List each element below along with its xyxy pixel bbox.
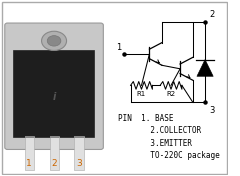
Bar <box>24 136 34 170</box>
Text: 3.EMITTER: 3.EMITTER <box>118 139 192 148</box>
Text: 3: 3 <box>76 159 82 168</box>
Bar <box>74 136 84 170</box>
Text: R1: R1 <box>137 92 146 98</box>
Text: i: i <box>52 92 56 102</box>
FancyBboxPatch shape <box>2 2 227 174</box>
Bar <box>49 136 59 138</box>
Polygon shape <box>197 59 213 76</box>
Text: TO-220C package: TO-220C package <box>118 151 219 160</box>
Text: 1: 1 <box>116 43 121 52</box>
Circle shape <box>47 36 61 46</box>
Text: R2: R2 <box>166 92 176 98</box>
Bar <box>13 50 94 137</box>
Text: 2.COLLECTOR: 2.COLLECTOR <box>118 126 201 135</box>
Text: 1: 1 <box>26 159 32 168</box>
Text: PIN  1. BASE: PIN 1. BASE <box>118 114 173 123</box>
Circle shape <box>42 31 66 51</box>
Bar <box>24 136 34 138</box>
Bar <box>74 136 84 138</box>
Text: 2: 2 <box>51 159 57 168</box>
Bar <box>49 136 59 170</box>
FancyBboxPatch shape <box>5 23 103 149</box>
Text: 3: 3 <box>209 106 215 115</box>
Text: 2: 2 <box>209 10 214 19</box>
